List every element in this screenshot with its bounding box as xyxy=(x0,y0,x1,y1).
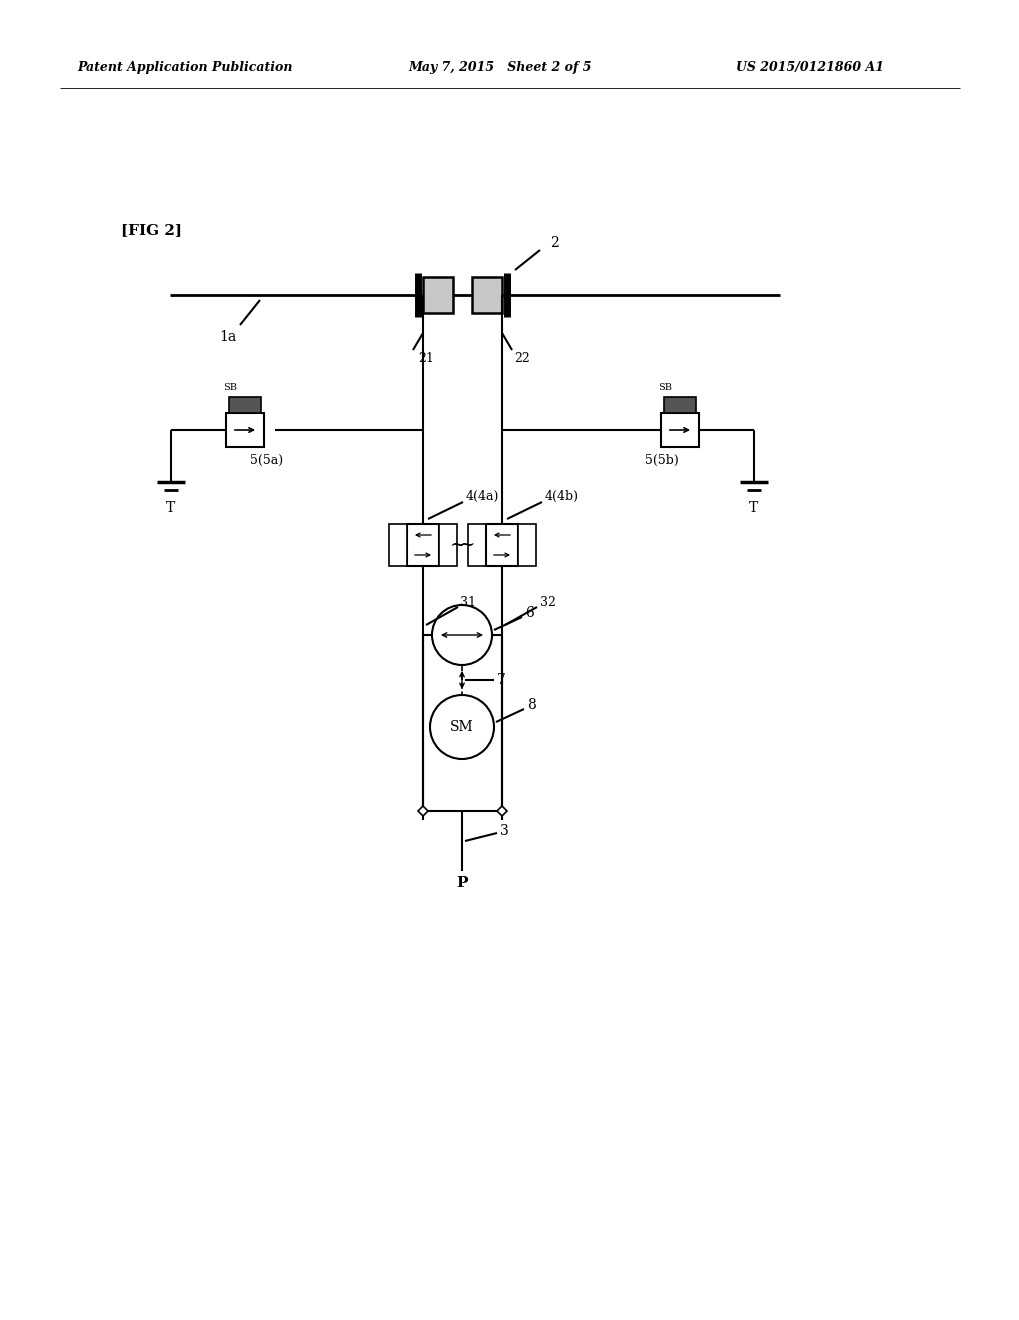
Bar xyxy=(472,277,501,313)
Text: 1a: 1a xyxy=(219,330,236,345)
Circle shape xyxy=(430,696,493,759)
Bar xyxy=(660,413,698,447)
Bar xyxy=(518,524,535,566)
Text: 4(4b): 4(4b) xyxy=(544,490,579,503)
Text: [FIG 2]: [FIG 2] xyxy=(121,223,182,238)
Text: SB: SB xyxy=(657,383,672,392)
Text: 21: 21 xyxy=(418,351,433,364)
Bar xyxy=(438,524,457,566)
Text: 5(5a): 5(5a) xyxy=(250,454,283,466)
Text: 3: 3 xyxy=(499,824,508,838)
Bar xyxy=(468,524,485,566)
Text: 31: 31 xyxy=(460,595,476,609)
Text: T: T xyxy=(166,502,175,515)
Bar xyxy=(229,397,261,413)
Text: 6: 6 xyxy=(525,606,533,620)
Circle shape xyxy=(432,605,491,665)
Text: T: T xyxy=(749,502,758,515)
Bar xyxy=(423,277,452,313)
Text: 4(4a): 4(4a) xyxy=(466,490,499,503)
Text: May 7, 2015   Sheet 2 of 5: May 7, 2015 Sheet 2 of 5 xyxy=(408,62,591,74)
Text: Patent Application Publication: Patent Application Publication xyxy=(77,62,292,74)
Text: SM: SM xyxy=(449,719,474,734)
Text: 32: 32 xyxy=(539,595,555,609)
Text: ~: ~ xyxy=(459,536,475,554)
Text: 8: 8 xyxy=(527,698,535,711)
Text: 2: 2 xyxy=(549,236,558,249)
Bar xyxy=(485,524,518,566)
Text: US 2015/0121860 A1: US 2015/0121860 A1 xyxy=(736,62,883,74)
Text: P: P xyxy=(455,876,468,890)
Bar xyxy=(663,397,695,413)
Text: 22: 22 xyxy=(514,351,529,364)
Bar xyxy=(388,524,407,566)
Text: SB: SB xyxy=(223,383,236,392)
Text: 5(5b): 5(5b) xyxy=(644,454,678,466)
Bar xyxy=(226,413,264,447)
Text: ~: ~ xyxy=(449,536,466,554)
Bar xyxy=(407,524,438,566)
Text: 7: 7 xyxy=(496,673,505,686)
